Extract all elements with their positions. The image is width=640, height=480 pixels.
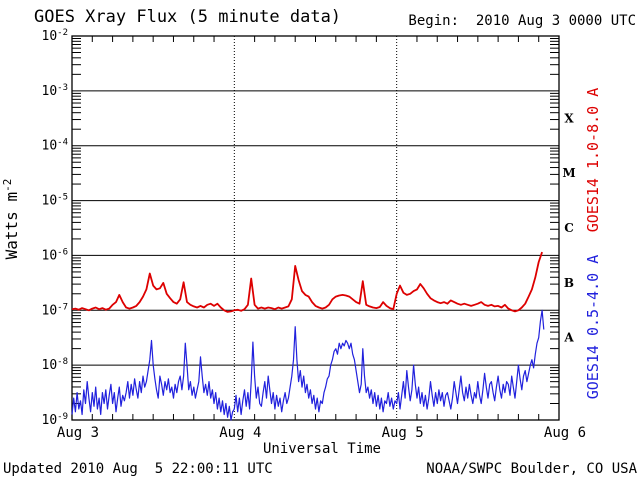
- plot-frame: [71, 35, 560, 421]
- y-tick-label: 10-5: [42, 193, 69, 209]
- source-credit: NOAA/SWPC Boulder, CO USA: [426, 461, 637, 477]
- y-tick-label: 10-7: [42, 302, 69, 318]
- flux-series: [71, 251, 545, 421]
- flare-class-M: M: [562, 166, 575, 180]
- updated-timestamp: Updated 2010 Aug 5 22:00:11 UTC: [3, 461, 273, 477]
- chart-title: GOES Xray Flux (5 minute data): [34, 7, 342, 27]
- x-tick-label: Aug 4: [219, 425, 261, 441]
- axis-ticks: [72, 36, 559, 420]
- flare-class-C: C: [564, 221, 574, 235]
- x-tick-label: Aug 6: [544, 425, 586, 441]
- series-label-short-band: GOES14 0.5-4.0 A: [584, 255, 602, 400]
- flare-class-labels: X M C B A: [562, 111, 575, 344]
- begin-time-label: Begin: 2010 Aug 3 0000 UTC: [408, 13, 636, 29]
- grid-lines: [72, 36, 559, 420]
- y-tick-label: 10-3: [42, 83, 69, 99]
- x-axis-title: Universal Time: [263, 441, 381, 457]
- y-tick-label: 10-9: [42, 412, 69, 428]
- y-tick-label: 10-6: [42, 247, 69, 263]
- series-line-1: [71, 309, 545, 421]
- x-tick-labels: Aug 3 Aug 4 Aug 5 Aug 6: [57, 425, 586, 441]
- series-label-long-band: GOES14 1.0-8.0 A: [584, 88, 602, 233]
- x-tick-label: Aug 5: [382, 425, 424, 441]
- y-tick-labels: 10-2 10-3 10-4 10-5 10-6 10-7 10-8 10-9: [42, 28, 69, 428]
- y-tick-label: 10-8: [42, 357, 69, 373]
- flare-class-A: A: [563, 331, 574, 345]
- y-tick-label: 10-2: [42, 28, 69, 44]
- flare-class-B: B: [564, 276, 574, 290]
- series-line-0: [71, 251, 543, 313]
- x-tick-label: Aug 3: [57, 425, 99, 441]
- y-axis-title: Watts m-2: [1, 179, 21, 260]
- flare-class-X: X: [564, 111, 574, 125]
- y-tick-label: 10-4: [42, 138, 69, 154]
